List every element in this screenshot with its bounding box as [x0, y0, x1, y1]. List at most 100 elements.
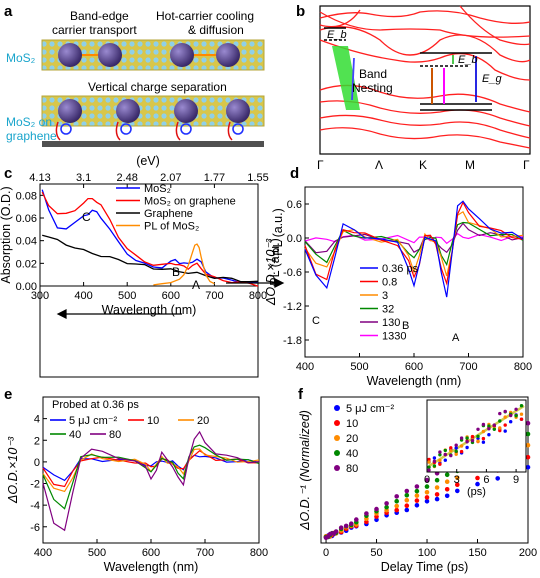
k-point-label: Λ — [375, 158, 383, 172]
y-axis-label: Absorption (O.D.) — [0, 186, 13, 283]
data-point — [525, 420, 531, 426]
panel-d: d 400 500 600 700 800 0.6 0.0 -0.6 -1.2 -1.8 Wavel… — [264, 165, 532, 388]
legend-label: 32 — [382, 304, 394, 316]
data-point — [424, 495, 430, 500]
label-band-nesting-1: Band — [359, 67, 387, 81]
series-line — [304, 201, 524, 286]
panel-letter-f: f — [298, 386, 304, 403]
inset-point — [481, 440, 486, 444]
x-tick-label: 800 — [250, 547, 268, 559]
legend-marker — [334, 465, 340, 471]
data-point — [424, 499, 430, 504]
data-point — [444, 479, 450, 485]
y-axis-label-top: PL (a.u.) — [271, 208, 285, 255]
label-hot-carrier-1: Hot-carrier cooling — [156, 9, 254, 23]
nesting-arrow — [351, 57, 355, 101]
y-tick-label: -6 — [30, 522, 40, 534]
data-point — [495, 476, 501, 481]
y-tick-label: 0.04 — [16, 236, 37, 248]
x-tick-label: 400 — [74, 290, 92, 302]
data-point — [349, 521, 354, 526]
data-point — [404, 492, 410, 498]
inset-point — [465, 440, 469, 444]
inset-point — [432, 456, 437, 460]
peak-label-b: B — [172, 265, 180, 279]
panel-letter-d: d — [290, 165, 299, 182]
x-axis-label: Delay Time (ps) — [381, 560, 469, 574]
y-tick-label: 0.06 — [16, 213, 37, 225]
data-point — [455, 488, 460, 494]
x-tick-label: 100 — [418, 547, 436, 559]
inset-point — [465, 445, 469, 450]
y-axis-label: ΔO.D.×10⁻³ — [264, 238, 278, 306]
x-tick-label: 0 — [323, 547, 329, 559]
panel-d-plot: 400 500 600 700 800 0.6 0.0 -0.6 -1.2 -1.8 Wavelen… — [264, 186, 532, 388]
inset-point — [509, 420, 513, 424]
carrier-balls-top — [58, 43, 240, 67]
y-tick-label: 0.6 — [287, 199, 302, 211]
legend-label: 5 μJ cm⁻² — [69, 415, 118, 427]
inset-point — [443, 458, 447, 462]
data-point — [444, 487, 450, 492]
inset-x-tick-label: 0 — [424, 474, 430, 486]
x-tick-label: 600 — [405, 361, 423, 373]
data-point — [525, 442, 531, 448]
inset-point — [509, 413, 513, 418]
k-point-label: M — [465, 158, 475, 172]
inset-point — [443, 452, 447, 457]
legend-label: 20 — [346, 433, 358, 445]
y-tick-label: 0.00 — [16, 281, 37, 293]
legend-label: 40 — [346, 448, 358, 460]
data-point — [414, 488, 420, 494]
inset-point — [432, 464, 437, 468]
inset-point — [476, 427, 480, 431]
legend-label: 80 — [346, 463, 358, 475]
carrier-balls-bottom — [58, 99, 250, 123]
panel-b: b Band Nesting E_b E_b E_g Γ Λ K — [296, 3, 531, 172]
label-eb-left: E_b — [327, 29, 347, 41]
data-point — [525, 431, 531, 437]
inset-point — [449, 453, 453, 458]
inset-point — [476, 439, 480, 443]
x-axis-label: Wavelength (nm) — [104, 560, 199, 574]
data-point — [374, 517, 379, 523]
series-line — [42, 430, 260, 532]
data-point — [455, 475, 460, 481]
inset-point — [432, 459, 437, 463]
label-band-edge-1: Band-edge — [70, 9, 129, 23]
x-tick-label: 500 — [118, 290, 136, 302]
series-line — [304, 210, 524, 277]
data-point — [414, 498, 420, 503]
data-point — [414, 503, 420, 508]
inset-point — [438, 462, 442, 466]
inset-point — [481, 422, 486, 427]
legend-label: 0.8 — [382, 277, 397, 289]
data-point — [525, 465, 531, 470]
data-point — [404, 488, 410, 494]
y-axis-label: ΔO.D.×10⁻³ — [6, 436, 20, 504]
data-point — [475, 475, 480, 481]
inset-point — [503, 429, 507, 433]
legend-marker — [334, 450, 340, 456]
electron-markers — [60, 123, 244, 135]
data-point — [434, 477, 440, 483]
top-tick-label: 1.55 — [247, 172, 268, 184]
y-tick-label: -4 — [30, 500, 40, 512]
inset-point — [459, 436, 464, 440]
inset-point — [454, 449, 458, 453]
data-point — [434, 492, 440, 497]
y-tick-label: -1.8 — [283, 335, 302, 347]
y-tick-label: -1.2 — [283, 301, 302, 313]
inset-point — [465, 436, 469, 440]
inset-point — [454, 446, 458, 450]
k-point-label: Γ — [523, 158, 530, 172]
x-axis-label: Wavelength (nm) — [102, 303, 197, 317]
inset-point — [492, 427, 496, 431]
legend-label: 40 — [69, 429, 81, 441]
inset-point — [470, 438, 475, 443]
peak-label-b-d: B — [402, 320, 409, 332]
